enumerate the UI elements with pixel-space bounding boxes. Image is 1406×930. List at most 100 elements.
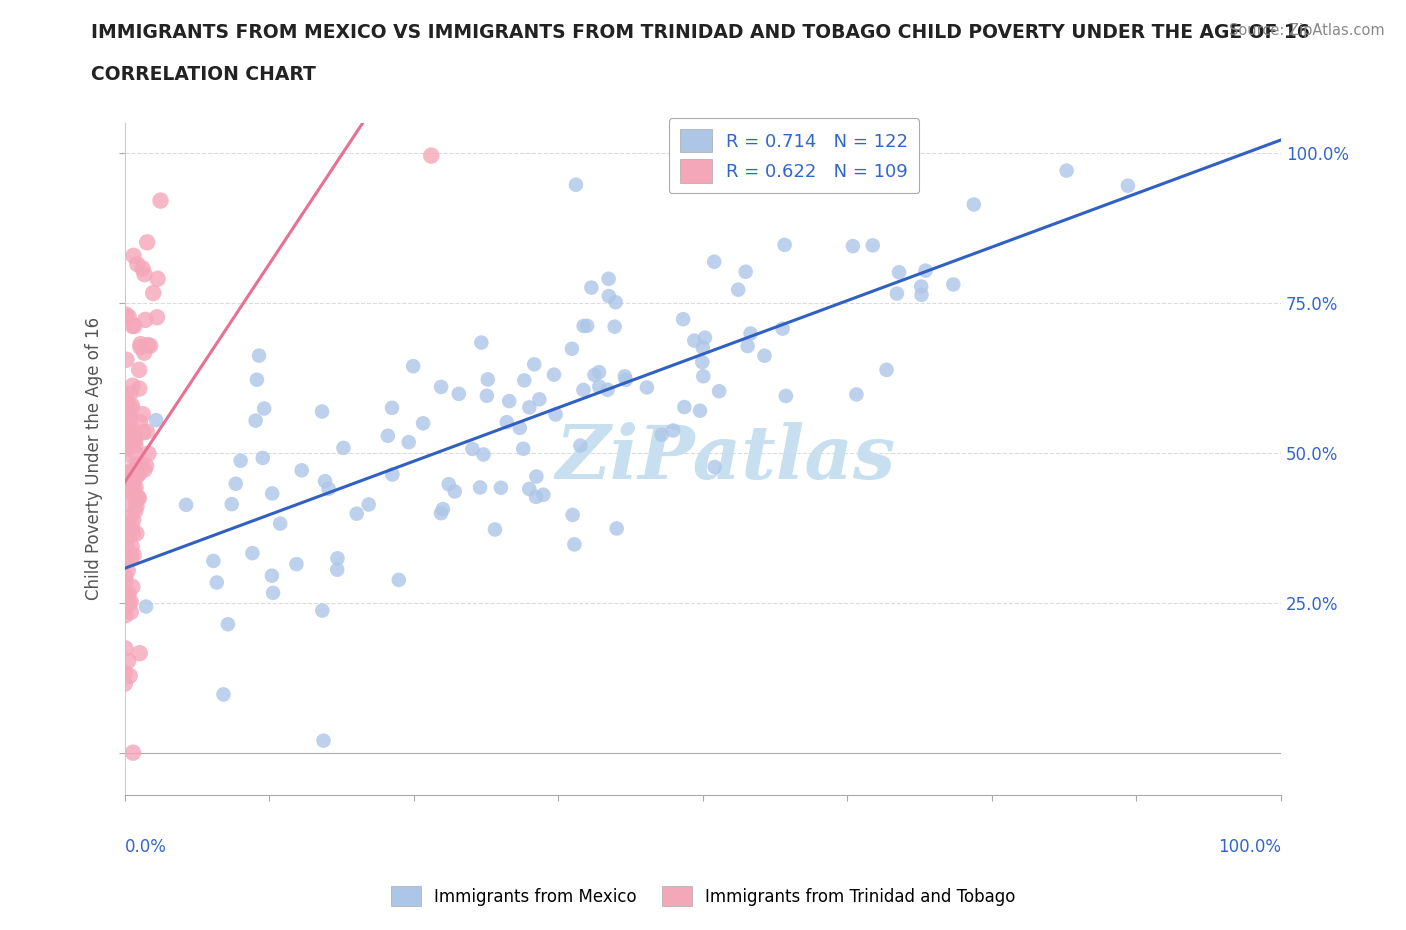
- Point: [443, 484, 465, 498]
- Point: [727, 282, 749, 297]
- Point: [122, 426, 145, 441]
- Point: [544, 407, 567, 422]
- Point: [740, 326, 762, 341]
- Point: [114, 551, 136, 565]
- Point: [614, 372, 637, 387]
- Point: [651, 428, 673, 443]
- Point: [118, 310, 141, 325]
- Point: [291, 463, 314, 478]
- Point: [690, 354, 713, 369]
- Point: [138, 446, 160, 461]
- Point: [672, 312, 695, 326]
- Point: [114, 568, 136, 583]
- Point: [862, 238, 884, 253]
- Point: [773, 237, 796, 252]
- Point: [117, 435, 139, 450]
- Point: [402, 359, 425, 374]
- Point: [117, 563, 139, 578]
- Point: [262, 586, 284, 601]
- Point: [115, 530, 138, 545]
- Point: [127, 257, 149, 272]
- Point: [737, 339, 759, 353]
- Point: [128, 381, 150, 396]
- Point: [703, 254, 725, 269]
- Point: [124, 472, 146, 486]
- Point: [605, 295, 627, 310]
- Point: [115, 439, 138, 454]
- Point: [887, 265, 910, 280]
- Point: [531, 487, 554, 502]
- Point: [132, 425, 155, 440]
- Point: [125, 498, 148, 513]
- Point: [430, 379, 453, 394]
- Point: [115, 307, 138, 322]
- Point: [124, 504, 146, 519]
- Point: [1116, 179, 1139, 193]
- Point: [332, 441, 354, 456]
- Point: [572, 382, 595, 397]
- Point: [121, 538, 143, 553]
- Point: [128, 645, 150, 660]
- Point: [124, 480, 146, 495]
- Point: [121, 579, 143, 594]
- Point: [703, 459, 725, 474]
- Point: [523, 357, 546, 372]
- Point: [561, 341, 583, 356]
- Point: [120, 401, 142, 416]
- Point: [910, 279, 932, 294]
- Point: [117, 598, 139, 613]
- Point: [692, 369, 714, 384]
- Point: [114, 608, 136, 623]
- Text: 0.0%: 0.0%: [125, 838, 167, 857]
- Point: [121, 398, 143, 413]
- Point: [229, 453, 252, 468]
- Point: [221, 497, 243, 512]
- Point: [121, 425, 143, 440]
- Point: [472, 447, 495, 462]
- Point: [114, 438, 136, 453]
- Point: [772, 321, 794, 336]
- Point: [114, 551, 136, 565]
- Point: [489, 480, 512, 495]
- Point: [509, 420, 531, 435]
- Point: [114, 599, 136, 614]
- Point: [447, 386, 470, 401]
- Point: [118, 669, 141, 684]
- Point: [963, 197, 986, 212]
- Point: [136, 424, 159, 439]
- Point: [346, 506, 368, 521]
- Point: [754, 349, 776, 364]
- Point: [136, 235, 159, 250]
- Point: [118, 471, 141, 485]
- Point: [606, 521, 628, 536]
- Point: [311, 405, 333, 419]
- Point: [311, 604, 333, 618]
- Point: [114, 676, 136, 691]
- Point: [253, 401, 276, 416]
- Point: [312, 733, 335, 748]
- Point: [115, 429, 138, 444]
- Point: [260, 568, 283, 583]
- Point: [115, 390, 138, 405]
- Point: [120, 550, 142, 565]
- Y-axis label: Child Poverty Under the Age of 16: Child Poverty Under the Age of 16: [86, 317, 103, 600]
- Point: [524, 489, 547, 504]
- Point: [495, 415, 517, 430]
- Point: [583, 367, 606, 382]
- Point: [581, 280, 603, 295]
- Point: [468, 480, 491, 495]
- Point: [673, 400, 696, 415]
- Point: [121, 318, 143, 333]
- Point: [242, 546, 264, 561]
- Point: [1056, 163, 1078, 178]
- Point: [146, 310, 169, 325]
- Point: [942, 277, 965, 292]
- Point: [598, 288, 620, 303]
- Point: [142, 286, 165, 300]
- Legend: Immigrants from Mexico, Immigrants from Trinidad and Tobago: Immigrants from Mexico, Immigrants from …: [384, 880, 1022, 912]
- Point: [124, 438, 146, 453]
- Point: [134, 267, 156, 282]
- Point: [131, 261, 153, 276]
- Point: [122, 512, 145, 527]
- Point: [139, 339, 162, 353]
